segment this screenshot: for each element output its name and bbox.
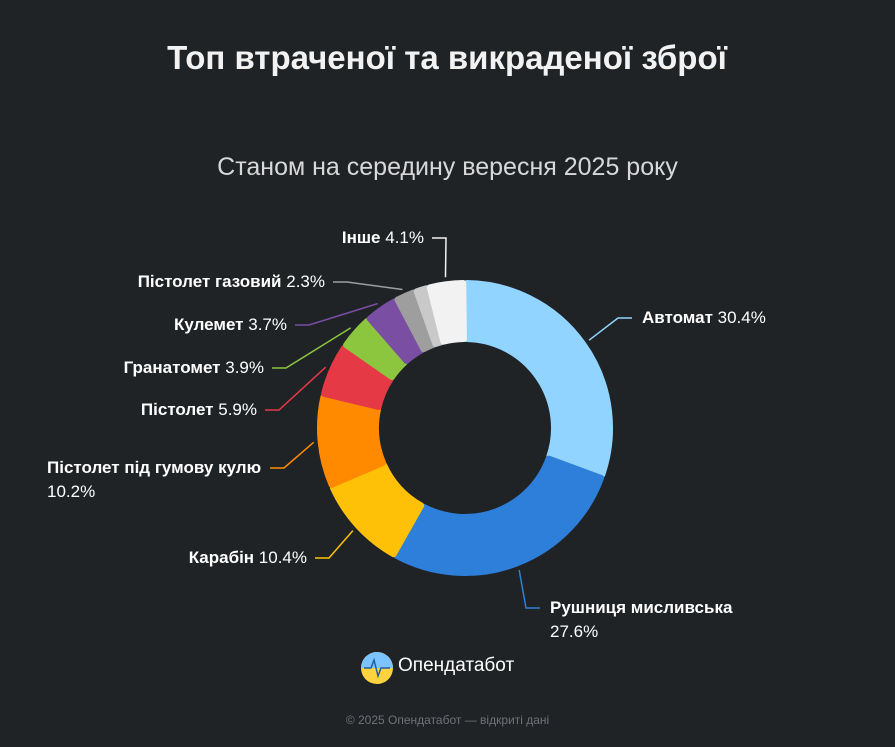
data-label: Рушниця мисливська 27.6%	[550, 596, 750, 644]
data-label: Пістолет під гумову кулю 10.2%	[47, 456, 262, 504]
data-label: Пістолет 5.9%	[57, 398, 257, 422]
chart-subtitle: Станом на середину вересня 2025 року	[217, 153, 678, 181]
leader-line	[315, 530, 354, 559]
leader-line	[272, 327, 352, 369]
leader-line	[588, 317, 632, 341]
donut-segment	[393, 455, 605, 576]
data-label: Карабін 10.4%	[107, 546, 307, 570]
brand-logo	[361, 652, 393, 684]
footer: © 2025 Опендатабот — відкриті дані	[345, 713, 550, 727]
leader-line	[518, 569, 540, 609]
chart-title: Топ втраченої та викраденої зброї	[167, 39, 727, 76]
value-label: 10.4%	[258, 548, 307, 567]
value-label: 10.2%	[47, 482, 96, 501]
value-label: 3.7%	[248, 315, 287, 334]
leader-line	[265, 366, 327, 411]
donut-segment	[426, 280, 467, 345]
category-label: Автомат	[642, 308, 713, 327]
brand-name: Опендатабот	[398, 655, 515, 676]
value-label: 5.9%	[218, 400, 257, 419]
category-label: Карабін	[188, 548, 255, 567]
leader-line	[270, 441, 315, 469]
data-label: Пістолет газовий 2.3%	[65, 270, 325, 294]
data-label: Гранатомет 3.9%	[64, 356, 264, 380]
category-label: Пістолет під гумову кулю	[47, 458, 262, 477]
leader-line	[333, 281, 403, 291]
category-label: Кулемет	[173, 315, 244, 334]
donut-segment	[317, 394, 387, 488]
value-label: 3.9%	[225, 358, 264, 377]
value-label: 27.6%	[550, 622, 599, 641]
category-label: Гранатомет	[123, 358, 221, 377]
leader-line	[432, 237, 447, 278]
donut-segment	[330, 461, 425, 558]
value-label: 2.3%	[286, 272, 325, 291]
category-label: Пістолет	[140, 400, 214, 419]
category-label: Пістолет газовий	[137, 272, 282, 291]
value-label: 30.4%	[717, 308, 766, 327]
donut-segment	[463, 280, 613, 478]
data-label: Автомат 30.4%	[642, 306, 842, 330]
value-label: 4.1%	[385, 228, 424, 247]
data-label: Кулемет 3.7%	[67, 313, 287, 337]
category-label: Інше	[341, 228, 381, 247]
data-label: Інше 4.1%	[294, 226, 424, 250]
leader-line	[295, 302, 378, 326]
category-label: Рушниця мисливська	[550, 598, 733, 617]
donut-segment	[321, 344, 394, 411]
